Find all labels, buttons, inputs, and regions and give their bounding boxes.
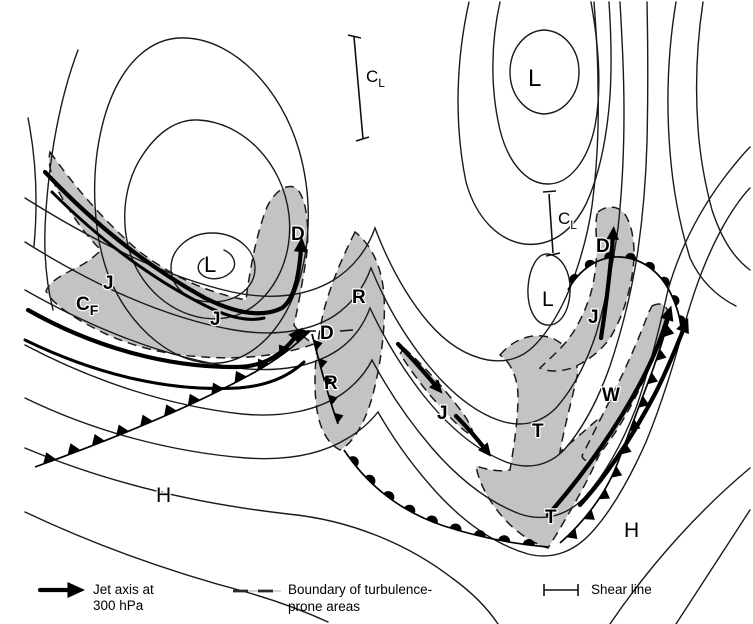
jet-axis — [23, 338, 306, 391]
label-ridge-2: R — [324, 373, 338, 394]
contour-lines — [24, 1, 751, 624]
contour-line — [609, 467, 751, 624]
legend-boundary-label-line2: prone areas — [288, 599, 360, 614]
jet-axis — [545, 313, 671, 518]
label-low-top-right: L — [528, 65, 541, 92]
contour-line — [24, 1, 599, 362]
legend-item-boundary: Boundary of turbulence- prone areas — [233, 582, 432, 614]
label-jet-1: J — [103, 273, 114, 294]
contour-line — [24, 1, 625, 425]
contour-line — [124, 119, 291, 320]
label-jet-4: J — [588, 307, 599, 328]
label-shear-right: CL — [558, 209, 577, 232]
contour-line — [197, 249, 236, 280]
cold-front-line — [559, 311, 672, 544]
label-w: W — [602, 385, 620, 406]
contour-line — [509, 29, 580, 115]
label-divergence-3: D — [596, 236, 610, 257]
contour-line — [457, 1, 612, 246]
contour-line — [44, 49, 79, 311]
shear-line-legend-symbol — [543, 584, 579, 596]
label-low-mid-right: L — [542, 288, 554, 311]
contour-line — [695, 1, 751, 271]
contour-line — [527, 253, 571, 326]
warm-front-line — [567, 256, 682, 329]
jet-axis — [598, 233, 616, 341]
contour-line — [492, 1, 600, 185]
jet-axis — [25, 307, 299, 370]
shear-line-right — [542, 190, 561, 257]
contour-line — [24, 1, 649, 467]
label-ridge-1: R — [352, 287, 366, 308]
legend-boundary-label-line1: Boundary of turbulence- — [288, 582, 432, 597]
jet-axes — [23, 169, 687, 518]
legend-jet-label-line1: Jet axis at — [93, 582, 154, 597]
legend-item-jet: Jet axis at 300 hPa — [37, 582, 154, 613]
label-high-left: H — [156, 484, 171, 507]
legend-jet-label-line2: 300 hPa — [93, 598, 144, 613]
contour-line — [24, 511, 329, 623]
jet-axis — [50, 190, 266, 321]
jet-axis — [42, 169, 304, 316]
contour-line — [27, 117, 37, 247]
turbulence-area-right-trough — [475, 335, 617, 549]
turbulence-area-left-band — [45, 150, 316, 359]
jet-axis — [395, 341, 439, 389]
front-markers-and-arrowheads — [43, 226, 689, 599]
label-shear-top: CL — [366, 67, 385, 90]
label-trough-2: T — [545, 507, 557, 528]
label-jet-3: J — [437, 403, 448, 424]
jet-axis — [453, 413, 488, 452]
contour-line — [24, 146, 751, 519]
label-jet-2: J — [210, 309, 221, 330]
legend: Jet axis at 300 hPa Boundary of turbulen… — [37, 582, 652, 614]
label-divergence-2: D — [320, 323, 334, 344]
contour-line — [675, 509, 751, 624]
legend-shear-label: Shear line — [591, 582, 652, 597]
label-high-right: H — [624, 519, 639, 542]
label-cold-front: CF — [76, 294, 99, 318]
legend-item-shear: Shear line — [543, 582, 652, 597]
label-low-left: L — [204, 252, 216, 277]
turbulence-areas — [45, 150, 669, 549]
shear-line-top — [347, 34, 370, 142]
contour-line — [24, 447, 499, 624]
diagram-labels: L L L H H J J J J D D D R R T T W CF CL … — [75, 64, 641, 544]
label-trough-1: T — [532, 421, 544, 442]
jet-axis — [577, 325, 687, 508]
contour-line — [667, 1, 737, 307]
